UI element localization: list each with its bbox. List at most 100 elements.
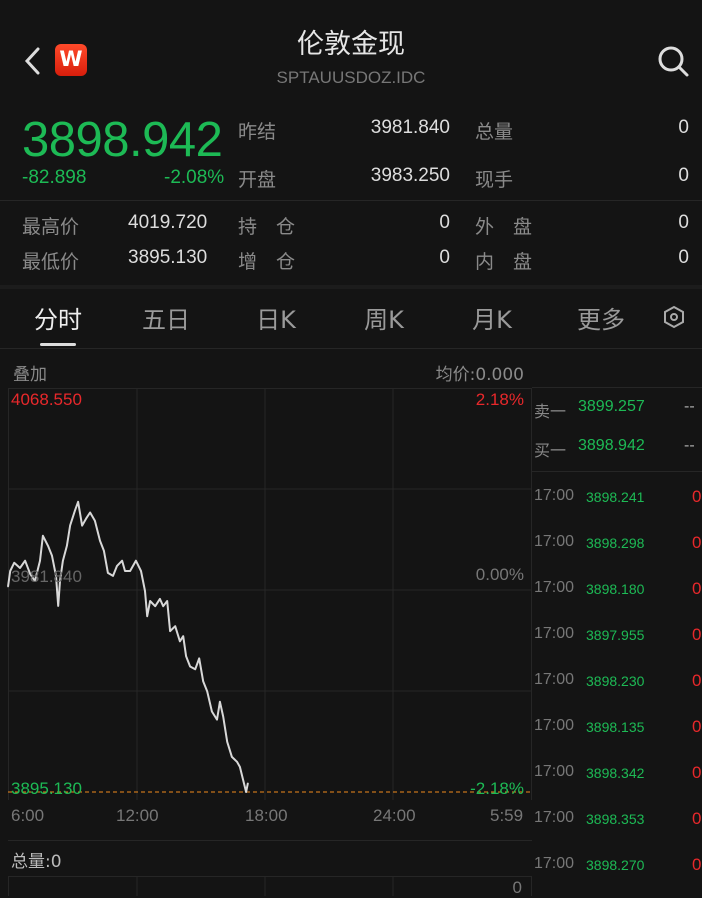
active-tab-indicator xyxy=(40,343,76,346)
price-point xyxy=(29,573,31,575)
price-point xyxy=(182,635,184,637)
price-point xyxy=(81,524,83,527)
price-point xyxy=(135,560,137,562)
tick-volume: 0 xyxy=(692,487,702,506)
search-icon[interactable] xyxy=(656,44,692,80)
order-book-price: 3898.942 xyxy=(578,437,645,454)
price-change-pct: -2.08% xyxy=(164,167,225,188)
tick-volume: 0 xyxy=(692,855,702,874)
divider xyxy=(0,348,702,349)
tick-volume: 0 xyxy=(692,625,702,644)
price-point xyxy=(174,625,176,627)
total-volume-label: 总量:0 xyxy=(11,852,62,872)
price-point xyxy=(39,560,41,562)
x-tick: 5:59 xyxy=(490,806,524,825)
tab-daily-k[interactable]: 日K xyxy=(256,306,296,334)
prev-close-value: 3981.840 xyxy=(370,117,450,138)
w-logo: W xyxy=(55,44,87,76)
price-point xyxy=(226,741,228,743)
price-point xyxy=(162,605,164,607)
price-point xyxy=(94,520,96,522)
tick-volume: 0 xyxy=(692,717,702,736)
intraday-chart xyxy=(7,388,532,800)
tab-more[interactable]: 更多 xyxy=(577,306,625,334)
price-point xyxy=(51,555,53,557)
tick-price: 3898.342 xyxy=(586,765,645,781)
price-line xyxy=(7,500,249,793)
high-label: 最高价 xyxy=(22,216,80,238)
tick-price: 3898.353 xyxy=(586,811,645,827)
price-point xyxy=(247,782,249,784)
chevron-left-icon[interactable] xyxy=(22,46,42,76)
pct-label-top: 2.18% xyxy=(475,390,524,409)
price-point xyxy=(211,710,213,713)
price-point xyxy=(216,719,218,721)
order-book-price: 3899.257 xyxy=(578,398,645,415)
tab-weekly-k[interactable]: 周K xyxy=(364,306,404,334)
price-point xyxy=(7,586,9,588)
price-point xyxy=(149,600,151,602)
divider xyxy=(8,840,532,841)
x-tick: 12:00 xyxy=(116,806,159,825)
price-point xyxy=(99,540,101,542)
price-point xyxy=(166,600,168,602)
outer-label: 外 盘 xyxy=(475,216,533,238)
price-point xyxy=(245,791,247,793)
current-hand-value: 0 xyxy=(678,165,689,186)
chart-frame xyxy=(8,388,532,800)
price-point xyxy=(239,766,241,768)
price-point xyxy=(34,580,36,582)
inner-label: 内 盘 xyxy=(475,251,533,273)
price-point xyxy=(13,562,15,564)
tick-volume: 0 xyxy=(692,763,702,782)
tick-time: 17:00 xyxy=(534,625,575,642)
price-point xyxy=(89,511,91,514)
tick-price: 3898.135 xyxy=(586,719,645,735)
price-point xyxy=(198,657,200,659)
price-point xyxy=(24,560,26,562)
pct-label-mid: 0.00% xyxy=(475,565,524,584)
last-price: 3898.942 xyxy=(22,113,223,167)
price-point xyxy=(47,545,49,547)
price-point xyxy=(169,630,171,632)
price-point xyxy=(146,615,148,617)
price-point xyxy=(77,501,79,503)
price-point xyxy=(154,605,156,607)
divider xyxy=(532,387,702,388)
volume-axis-max: 0 xyxy=(512,878,522,897)
oi-change-value: 0 xyxy=(439,247,450,268)
tab-five-day[interactable]: 五日 xyxy=(142,306,190,334)
price-point xyxy=(19,567,21,569)
price-point xyxy=(69,524,71,527)
tab-intraday[interactable]: 分时 xyxy=(34,306,82,334)
price-point xyxy=(236,761,238,763)
tick-volume: 0 xyxy=(692,533,702,552)
tick-price: 3898.298 xyxy=(586,535,645,551)
open-interest-label: 持 仓 xyxy=(238,216,296,238)
tick-time: 17:00 xyxy=(534,809,575,826)
tab-monthly-k[interactable]: 月K xyxy=(472,306,512,334)
tick-volume: 0 xyxy=(692,809,702,828)
price-point xyxy=(222,715,224,718)
price-point xyxy=(140,570,142,572)
price-point xyxy=(107,572,109,574)
price-point xyxy=(206,690,208,693)
avg-price: 均价:0.000 xyxy=(435,365,524,385)
price-point xyxy=(159,598,161,600)
oi-change-label: 增 仓 xyxy=(238,251,296,273)
tick-price: 3898.180 xyxy=(586,581,645,597)
x-tick: 18:00 xyxy=(245,806,288,825)
settings-hexagon-icon[interactable] xyxy=(662,305,686,329)
price-point xyxy=(194,668,196,670)
overlay-button[interactable]: 叠加 xyxy=(13,365,47,385)
tick-price: 3898.241 xyxy=(586,489,645,505)
x-tick: 6:00 xyxy=(11,806,45,825)
price-point xyxy=(231,756,233,758)
open-interest-value: 0 xyxy=(439,212,450,233)
high-value: 4019.720 xyxy=(128,212,208,233)
price-point xyxy=(129,570,131,572)
volume-label: 总量 xyxy=(475,121,514,143)
price-point xyxy=(189,665,191,668)
tick-time: 17:00 xyxy=(534,533,575,550)
y-label-top: 4068.550 xyxy=(11,390,82,409)
